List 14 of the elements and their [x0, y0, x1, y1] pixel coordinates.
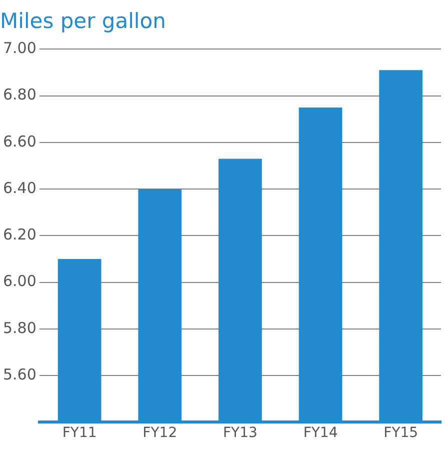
chart-title: Miles per gallon	[0, 9, 166, 34]
x-tick-label: FY14	[303, 425, 338, 442]
y-tick-label: 6.00	[2, 272, 36, 290]
y-tick-label: 5.60	[2, 365, 36, 384]
y-tick-label: 6.20	[2, 226, 36, 244]
x-tick-label: FY13	[222, 425, 258, 442]
x-tick-label: FY12	[142, 425, 178, 442]
y-tick-label: 6.40	[2, 178, 36, 197]
x-tick-label: FY15	[384, 425, 418, 442]
y-tick-label: 5.80	[2, 318, 36, 337]
x-tick-label: FY11	[62, 425, 97, 442]
y-tick-label: 7.00	[2, 39, 36, 58]
y-tick-label: 6.60	[2, 132, 36, 150]
y-tick-label: 6.80	[2, 86, 36, 104]
